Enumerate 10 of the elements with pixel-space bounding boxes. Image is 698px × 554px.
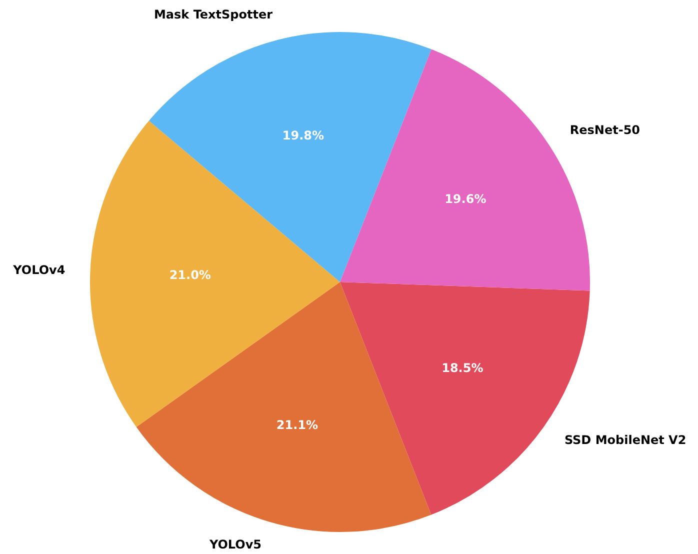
slice-label: YOLOv4 — [12, 262, 66, 277]
data-label: 21.1% — [276, 418, 318, 432]
data-label: 19.6% — [444, 192, 486, 206]
slice-label: ResNet-50 — [570, 123, 640, 138]
data-label: 19.8% — [282, 128, 324, 143]
slice-label: Mask TextSpotter — [154, 8, 273, 22]
slice-label: YOLOv5 — [208, 538, 262, 552]
data-label: 21.0% — [169, 268, 211, 282]
slice-label: SSD MobileNet V2 — [564, 433, 686, 448]
data-label: 18.5% — [442, 360, 484, 375]
